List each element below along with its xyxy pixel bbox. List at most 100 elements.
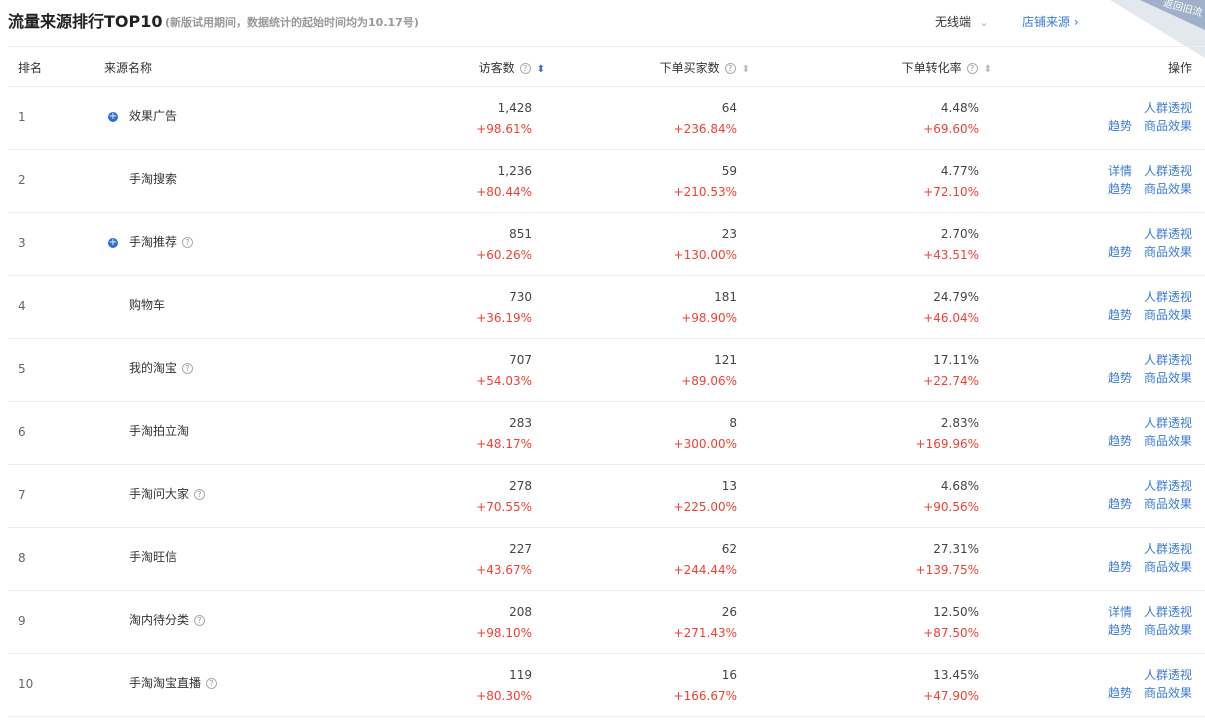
expand-icon[interactable]: + [108, 237, 118, 248]
col-header: 操作 [1167, 61, 1192, 75]
rank: 1 [18, 110, 26, 124]
rank: 3 [18, 236, 26, 250]
rate: 27.31% [933, 542, 979, 556]
action-link[interactable]: 人群透视 [1143, 416, 1192, 430]
row-divider [8, 338, 1205, 339]
rank: 6 [18, 425, 26, 439]
action-link[interactable]: 趋势 [1107, 371, 1132, 385]
source-name: 淘内待分类? [129, 612, 206, 628]
action-link[interactable]: 趋势 [1107, 308, 1132, 322]
action-link[interactable]: 人群透视 [1143, 227, 1192, 241]
action-link[interactable]: 人群透视 [1143, 290, 1192, 304]
action-link[interactable]: 人群透视 [1143, 164, 1192, 178]
device-select[interactable]: 无线端 ⌄ [935, 14, 989, 30]
source-name-text: 手淘问大家 [129, 487, 190, 501]
note: (新版试用期间，数据统计的起始时间均为10.17号) [165, 16, 419, 29]
sort-arrows[interactable]: ⬍ [536, 64, 545, 75]
action-link[interactable]: 商品效果 [1143, 308, 1192, 322]
rate: 2.70% [940, 227, 979, 241]
source-name: 手淘淘宝直播? [129, 675, 218, 691]
source-name: 效果广告 [129, 108, 177, 124]
rank: 8 [18, 551, 26, 565]
rate: 24.79% [933, 290, 979, 304]
source-name: 手淘旺信 [129, 549, 177, 565]
sort-arrows[interactable]: ⬍ [741, 64, 750, 75]
action-link[interactable]: 趋势 [1107, 623, 1132, 637]
sort-arrows[interactable]: ⬍ [983, 64, 992, 75]
visitors: 707 [509, 353, 532, 367]
visitors-change: +80.44% [476, 185, 532, 199]
visitors: 1,236 [497, 164, 532, 178]
action-link[interactable]: 趋势 [1107, 434, 1132, 448]
action-link[interactable]: 人群透视 [1143, 668, 1192, 682]
buyers-change: +130.00% [673, 248, 737, 262]
action-link[interactable]: 人群透视 [1143, 101, 1192, 115]
action-link[interactable]: 商品效果 [1143, 182, 1192, 196]
action-link[interactable]: 趋势 [1107, 560, 1132, 574]
action-link[interactable]: 趋势 [1107, 119, 1132, 133]
help-icon: ? [194, 489, 206, 500]
action-link[interactable]: 详情 [1107, 605, 1132, 619]
chevron: ⌄ [979, 15, 990, 29]
buyers-change: +236.84% [673, 122, 737, 136]
action-line: 趋势 商品效果 [1108, 433, 1192, 449]
buyers: 13 [721, 479, 737, 493]
action-link[interactable]: 趋势 [1107, 182, 1132, 196]
action-link[interactable]: 人群透视 [1143, 479, 1192, 493]
action-link[interactable]: 商品效果 [1143, 371, 1192, 385]
visitors-change: +98.61% [476, 122, 532, 136]
action-link[interactable]: 商品效果 [1143, 623, 1192, 637]
source-name: 手淘问大家? [129, 486, 206, 502]
action-link[interactable]: 商品效果 [1143, 497, 1192, 511]
visitors: 119 [509, 668, 532, 682]
title: 流量来源排行TOP10 [8, 12, 163, 31]
help-icon: ? [194, 615, 206, 626]
source-name-text: 手淘旺信 [129, 550, 178, 564]
row-divider [8, 653, 1205, 654]
buyers-change: +210.53% [673, 185, 737, 199]
rate-change: +43.51% [923, 248, 979, 262]
rank: 4 [18, 299, 26, 313]
source-name: 我的淘宝? [129, 360, 194, 376]
action-link[interactable]: 商品效果 [1143, 434, 1192, 448]
action-link[interactable]: 商品效果 [1143, 560, 1192, 574]
visitors: 730 [509, 290, 532, 304]
buyers: 59 [721, 164, 737, 178]
action-link[interactable]: 人群透视 [1143, 353, 1192, 367]
action-link[interactable]: 人群透视 [1143, 542, 1192, 556]
rate-change: +69.60% [923, 122, 979, 136]
col-header-text: 访客数 [478, 61, 515, 75]
buyers: 181 [714, 290, 737, 304]
buyers: 8 [729, 416, 737, 430]
expand-icon[interactable]: + [108, 111, 118, 122]
help-icon: ? [724, 63, 736, 74]
action-link[interactable]: 商品效果 [1143, 686, 1192, 700]
corner-ribbon: 返回旧流 [1110, 0, 1205, 58]
action-line: 人群透视 [1144, 415, 1192, 431]
buyers: 26 [721, 605, 737, 619]
action-link[interactable]: 商品效果 [1143, 119, 1192, 133]
action-link[interactable]: 详情 [1107, 164, 1132, 178]
rate: 2.83% [940, 416, 979, 430]
col-header[interactable]: 下单转化率? ⬍ [902, 60, 992, 78]
rank: 9 [18, 614, 26, 628]
source-name-text: 手淘淘宝直播 [129, 676, 202, 690]
action-link[interactable]: 趋势 [1107, 497, 1132, 511]
rank: 10 [18, 677, 34, 691]
action-link[interactable]: 商品效果 [1143, 245, 1192, 259]
col-header[interactable]: 下单买家数? ⬍ [660, 60, 750, 78]
action-line: 人群透视 [1144, 541, 1192, 557]
col-header-text: 下单买家数 [659, 61, 720, 75]
col-header-text: 下单转化率 [901, 61, 962, 75]
source-name-text: 购物车 [129, 298, 166, 312]
col-header[interactable]: 访客数? ⬍ [479, 60, 545, 78]
action-link[interactable]: 趋势 [1107, 245, 1132, 259]
source-name: 手淘搜索 [129, 171, 177, 187]
shop-link[interactable]: 店铺来源 › [1022, 15, 1079, 29]
rate-change: +47.90% [923, 689, 979, 703]
action-link[interactable]: 人群透视 [1143, 605, 1192, 619]
row-divider [8, 464, 1205, 465]
action-line: 人群透视 [1144, 352, 1192, 368]
action-link[interactable]: 趋势 [1107, 686, 1132, 700]
